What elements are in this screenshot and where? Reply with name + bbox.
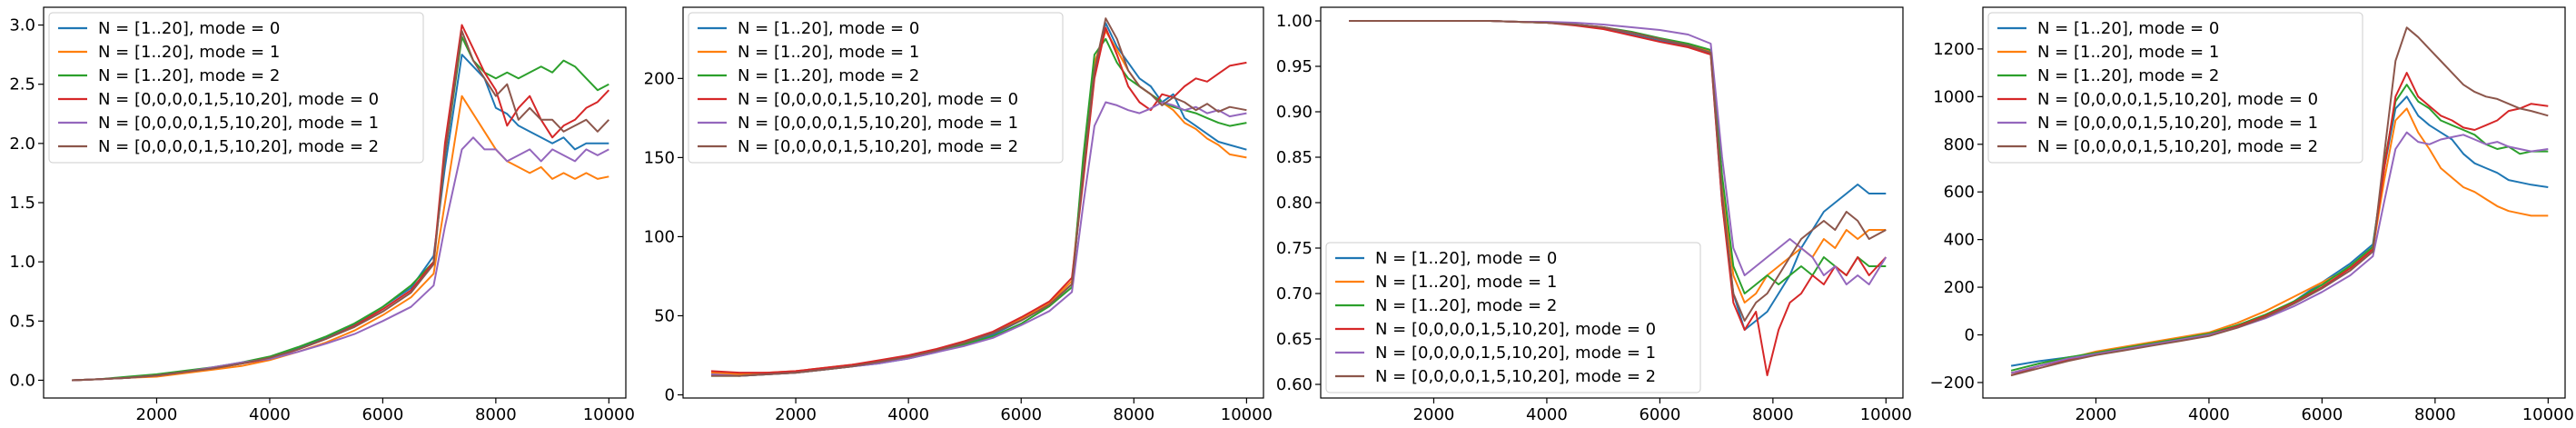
series-line-6 <box>72 30 610 382</box>
x-tick-label: 2000 <box>775 405 817 424</box>
chart-panel-1: 2000 4000 6000 8000 10000 0.0 0.5 1.0 1.5 2.0 2.5 3… <box>9 6 635 424</box>
x-tick-label: 6000 <box>2301 405 2343 424</box>
y-tick-label: 0.60 <box>1276 375 1313 394</box>
y-tick-label: 0.70 <box>1276 284 1313 304</box>
y-tick-label: 150 <box>644 148 675 167</box>
y-tick-label: 200 <box>1944 278 1975 297</box>
y-tick-label: 0.90 <box>1276 103 1313 122</box>
legend-entry-label: N = [0,0,0,0,1,5,10,20], mode = 0 <box>98 90 379 109</box>
y-tick-label: 1200 <box>1933 40 1975 59</box>
y-tick-label: 2.0 <box>9 134 35 154</box>
chart-panel-4: 2000 4000 6000 8000 10000 −200 0 200 400 600 800 10… <box>1930 6 2574 424</box>
y-tick-label: 0.0 <box>9 371 35 390</box>
legend-entry-label: N = [1..20], mode = 0 <box>98 19 280 38</box>
x-tick-label: 8000 <box>2414 405 2456 424</box>
x-tick-label: 10000 <box>2522 405 2574 424</box>
legend-entry-label: N = [0,0,0,0,1,5,10,20], mode = 1 <box>1375 343 1656 363</box>
y-tick-label: −200 <box>1930 373 1975 393</box>
y-tick-label: 400 <box>1944 231 1975 250</box>
y-tick-label: 0.80 <box>1276 194 1313 213</box>
legend-entry-label: N = [0,0,0,0,1,5,10,20], mode = 2 <box>1375 367 1656 386</box>
y-tick-label: 600 <box>1944 183 1975 202</box>
y-tick-label: 0.95 <box>1276 57 1313 76</box>
legend-box <box>1987 12 2363 164</box>
y-tick-label: 0 <box>1965 326 1975 345</box>
axes-frame <box>1982 6 2566 399</box>
legend-entry-label: N = [1..20], mode = 0 <box>1375 249 1557 268</box>
legend-entry-label: N = [0,0,0,0,1,5,10,20], mode = 2 <box>738 137 1018 156</box>
x-tick-label: 4000 <box>887 405 929 424</box>
legend-entry-label: N = [0,0,0,0,1,5,10,20], mode = 2 <box>2037 137 2318 156</box>
y-tick-label: 50 <box>654 306 675 325</box>
series-line-2 <box>72 95 609 382</box>
y-tick-label: 0.85 <box>1276 148 1313 167</box>
axes-frame <box>682 6 1264 399</box>
legend-entry-label: N = [1..20], mode = 2 <box>1375 296 1557 315</box>
legend-entry-label: N = [1..20], mode = 1 <box>2037 43 2219 62</box>
legend-box <box>1325 242 1701 393</box>
legend-entry-label: N = [0,0,0,0,1,5,10,20], mode = 0 <box>738 90 1018 109</box>
legend-entry-label: N = [0,0,0,0,1,5,10,20], mode = 0 <box>1375 320 1656 339</box>
legend-entry-label: N = [1..20], mode = 2 <box>98 66 280 85</box>
y-tick-label: 1.00 <box>1276 12 1313 31</box>
legend-entry-label: N = [1..20], mode = 1 <box>738 43 919 62</box>
legend: N = [1..20], mode = 0 N = [1..20], mode =… <box>688 12 1064 164</box>
y-tick-label: 1.5 <box>9 194 35 213</box>
series-line-6 <box>1349 20 1887 322</box>
legend-entry-label: N = [1..20], mode = 0 <box>738 19 919 38</box>
y-tick-label: 0.65 <box>1276 330 1313 349</box>
x-tick-label: 10000 <box>1221 405 1273 424</box>
legend-entry-label: N = [0,0,0,0,1,5,10,20], mode = 1 <box>98 114 379 133</box>
series-line-6 <box>711 17 1247 377</box>
y-tick-label: 1000 <box>1933 87 1975 106</box>
x-tick-label: 2000 <box>2076 405 2117 424</box>
legend: N = [1..20], mode = 0 N = [1..20], mode =… <box>1325 242 1701 393</box>
series-line-5 <box>72 136 609 382</box>
x-tick-label: 2000 <box>136 405 178 424</box>
x-tick-label: 4000 <box>2188 405 2230 424</box>
y-tick-label: 1.0 <box>9 253 35 272</box>
y-tick-label: 0.5 <box>9 312 35 331</box>
series-line-6 <box>2010 26 2549 377</box>
x-tick-label: 10000 <box>583 405 635 424</box>
legend: N = [1..20], mode = 0 N = [1..20], mode =… <box>48 12 424 164</box>
series-line-2 <box>2010 107 2549 374</box>
legend-box <box>48 12 424 164</box>
x-tick-label: 6000 <box>362 405 403 424</box>
legend-entry-label: N = [1..20], mode = 1 <box>1375 273 1557 292</box>
y-tick-label: 2.5 <box>9 75 35 95</box>
y-tick-label: 800 <box>1944 135 1975 154</box>
legend-box <box>688 12 1064 164</box>
legend-entry-label: N = [1..20], mode = 0 <box>2037 19 2219 38</box>
chart-panel-2: 2000 4000 6000 8000 10000 0 50 100 150 200 N = [1.… <box>644 6 1273 424</box>
y-tick-label: 3.0 <box>9 16 35 35</box>
legend-entry-label: N = [1..20], mode = 2 <box>738 66 919 85</box>
x-tick-label: 8000 <box>1752 405 1794 424</box>
chart-panel-3: 2000 4000 6000 8000 10000 0.60 0.65 0.70 0.75 0.8… <box>1276 6 1912 424</box>
legend-entry-label: N = [0,0,0,0,1,5,10,20], mode = 2 <box>98 137 379 156</box>
x-tick-label: 4000 <box>1526 405 1568 424</box>
legend-entry-label: N = [1..20], mode = 1 <box>98 43 280 62</box>
legend-entry-label: N = [0,0,0,0,1,5,10,20], mode = 0 <box>2037 90 2318 109</box>
legend-entry-label: N = [1..20], mode = 2 <box>2037 66 2219 85</box>
legend-entry-label: N = [0,0,0,0,1,5,10,20], mode = 1 <box>2037 114 2318 133</box>
series-line-5 <box>2010 131 2549 374</box>
x-tick-label: 6000 <box>1639 405 1680 424</box>
x-tick-label: 8000 <box>1113 405 1154 424</box>
legend: N = [1..20], mode = 0 N = [1..20], mode =… <box>1987 12 2363 164</box>
y-tick-label: 0.75 <box>1276 239 1313 258</box>
x-tick-label: 4000 <box>249 405 291 424</box>
x-tick-label: 8000 <box>475 405 517 424</box>
y-tick-label: 100 <box>644 227 675 246</box>
x-tick-label: 10000 <box>1860 405 1912 424</box>
legend-entry-label: N = [0,0,0,0,1,5,10,20], mode = 1 <box>738 114 1018 133</box>
x-tick-label: 6000 <box>1000 405 1042 424</box>
y-tick-label: 200 <box>644 69 675 88</box>
x-tick-label: 2000 <box>1413 405 1455 424</box>
y-tick-label: 0 <box>665 386 675 405</box>
